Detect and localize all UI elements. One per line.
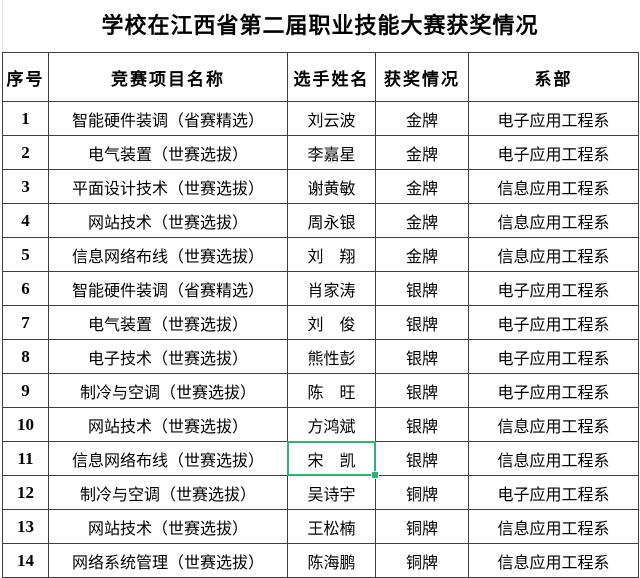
award-cell[interactable]: 金牌	[375, 135, 469, 170]
department-cell[interactable]: 电子应用工程系	[468, 373, 639, 408]
serial-number-cell[interactable]: 11	[2, 441, 49, 476]
award-cell[interactable]: 银牌	[375, 305, 469, 340]
player-name-cell[interactable]: 陈 旺	[287, 373, 376, 408]
event-name-cell[interactable]: 电气装置（世赛选拔）	[48, 135, 288, 170]
award-cell[interactable]: 金牌	[375, 101, 469, 136]
event-name-cell[interactable]: 智能硬件装调（省赛精选）	[48, 271, 288, 306]
selection-border	[287, 441, 376, 476]
department-cell[interactable]: 电子应用工程系	[468, 135, 639, 170]
table-body: 1 智能硬件装调（省赛精选） 刘云波 金牌 电子应用工程系 2 电气装置（世赛选拔） 李嘉星金…	[2, 101, 639, 578]
table-row: 6 智能硬件装调（省赛精选） 肖家涛 银牌 电子应用工程系	[2, 271, 639, 306]
event-name-cell[interactable]: 信息网络布线（世赛选拔）	[48, 237, 288, 272]
serial-number-cell[interactable]: 13	[2, 509, 49, 544]
award-cell[interactable]: 金牌	[375, 237, 469, 272]
table-row: 10 网站技术（世赛选拔） 方鸿斌 银牌 信息应用工程系	[2, 407, 639, 442]
award-cell[interactable]: 铜牌	[375, 509, 469, 544]
serial-number-cell[interactable]: 3	[2, 169, 49, 204]
award-cell[interactable]: 银牌	[375, 441, 469, 476]
header-event-name[interactable]: 竞赛项目名称	[48, 52, 288, 102]
table-row: 14 网络系统管理（世赛选拔） 陈海鹏 铜牌 信息应用工程系	[2, 543, 639, 578]
header-row: 序号 竞赛项目名称 选手姓名 获奖情况 系部	[2, 52, 639, 102]
table-row: 5 信息网络布线（世赛选拔）刘 翔金牌 信息应用工程系	[2, 237, 639, 272]
fill-handle[interactable]	[371, 471, 379, 479]
event-name-cell[interactable]: 制冷与空调（世赛选拔）	[48, 475, 288, 510]
serial-number-cell[interactable]: 14	[2, 543, 49, 578]
header-award[interactable]: 获奖情况	[375, 52, 469, 102]
player-name-cell[interactable]: 王松楠	[287, 509, 376, 544]
award-cell[interactable]: 银牌	[375, 407, 469, 442]
event-name-cell[interactable]: 智能硬件装调（省赛精选）	[48, 101, 288, 136]
player-name-cell[interactable]: 陈海鹏	[287, 543, 376, 578]
department-cell[interactable]: 信息应用工程系	[468, 543, 639, 578]
serial-number-cell[interactable]: 12	[2, 475, 49, 510]
header-department[interactable]: 系部	[468, 52, 639, 102]
department-cell[interactable]: 信息应用工程系	[468, 237, 639, 272]
award-cell[interactable]: 金牌	[375, 203, 469, 238]
department-cell[interactable]: 信息应用工程系	[468, 169, 639, 204]
department-cell[interactable]: 电子应用工程系	[468, 101, 639, 136]
department-cell[interactable]: 电子应用工程系	[468, 305, 639, 340]
event-name-cell[interactable]: 电气装置（世赛选拔）	[48, 305, 288, 340]
table-row: 3 平面设计技术（世赛选拔） 谢黄敏 金牌 信息应用工程系	[2, 169, 639, 204]
header-serial-number[interactable]: 序号	[2, 52, 49, 102]
event-name-cell[interactable]: 网站技术（世赛选拔）	[48, 407, 288, 442]
player-name-cell[interactable]: 宋 凯	[287, 441, 379, 479]
serial-number-cell[interactable]: 5	[2, 237, 49, 272]
table-row: 7 电气装置（世赛选拔）刘 俊银牌 电子应用工程系	[2, 305, 639, 340]
serial-number-cell[interactable]: 4	[2, 203, 49, 238]
award-cell[interactable]: 银牌	[375, 373, 469, 408]
player-name-cell[interactable]: 方鸿斌	[287, 407, 376, 442]
department-cell[interactable]: 信息应用工程系	[468, 203, 639, 238]
player-name-cell[interactable]: 刘 翔	[287, 237, 376, 272]
award-table: 序号 竞赛项目名称 选手姓名 获奖情况 系部 1 智能硬件装调（省赛精选） 刘云波金…	[2, 52, 639, 578]
award-cell[interactable]: 铜牌	[375, 475, 469, 510]
table-row: 8 电子技术（世赛选拔） 熊性彭 银牌 电子应用工程系	[2, 339, 639, 374]
player-name-cell[interactable]: 李嘉星	[287, 135, 376, 170]
event-name-cell[interactable]: 平面设计技术（世赛选拔）	[48, 169, 288, 204]
serial-number-cell[interactable]: 6	[2, 271, 49, 306]
award-cell[interactable]: 银牌	[375, 271, 469, 306]
table-row: 9 制冷与空调（世赛选拔）陈 旺银牌 电子应用工程系	[2, 373, 639, 408]
serial-number-cell[interactable]: 1	[2, 101, 49, 136]
award-cell[interactable]: 铜牌	[375, 543, 469, 578]
department-cell[interactable]: 信息应用工程系	[468, 407, 639, 442]
player-name-cell[interactable]: 谢黄敏	[287, 169, 376, 204]
table-row: 13 网站技术（世赛选拔） 王松楠 铜牌 信息应用工程系	[2, 509, 639, 544]
player-name-cell[interactable]: 肖家涛	[287, 271, 376, 306]
player-name-cell[interactable]: 吴诗宇	[287, 475, 376, 510]
department-cell[interactable]: 电子应用工程系	[468, 475, 639, 510]
player-name-cell[interactable]: 周永银	[287, 203, 376, 238]
player-name-cell[interactable]: 刘云波	[287, 101, 376, 136]
award-cell[interactable]: 金牌	[375, 169, 469, 204]
department-cell[interactable]: 电子应用工程系	[468, 271, 639, 306]
table-row: 2 电气装置（世赛选拔） 李嘉星 金牌 电子应用工程系	[2, 135, 639, 170]
department-cell[interactable]: 信息应用工程系	[468, 441, 639, 476]
table-header: 序号 竞赛项目名称 选手姓名 获奖情况 系部	[2, 52, 639, 102]
table-row: 4 网站技术（世赛选拔） 周永银 金牌 信息应用工程系	[2, 203, 639, 238]
event-name-cell[interactable]: 网站技术（世赛选拔）	[48, 203, 288, 238]
event-name-cell[interactable]: 制冷与空调（世赛选拔）	[48, 373, 288, 408]
event-name-cell[interactable]: 电子技术（世赛选拔）	[48, 339, 288, 374]
player-name-cell[interactable]: 刘 俊	[287, 305, 376, 340]
header-player-name[interactable]: 选手姓名	[287, 52, 376, 102]
event-name-cell[interactable]: 网站技术（世赛选拔）	[48, 509, 288, 544]
table-row: 1 智能硬件装调（省赛精选） 刘云波 金牌 电子应用工程系	[2, 101, 639, 136]
serial-number-cell[interactable]: 7	[2, 305, 49, 340]
event-name-cell[interactable]: 网络系统管理（世赛选拔）	[48, 543, 288, 578]
event-name-cell[interactable]: 信息网络布线（世赛选拔）	[48, 441, 288, 476]
page-title: 学校在江西省第二届职业技能大赛获奖情况	[101, 13, 539, 38]
table-row: 12 制冷与空调（世赛选拔） 吴诗宇 铜牌 电子应用工程系	[2, 475, 639, 510]
table-row: 11 信息网络布线（世赛选拔）宋 凯银牌 信息应用工程系	[2, 441, 639, 479]
department-cell[interactable]: 信息应用工程系	[468, 509, 639, 544]
serial-number-cell[interactable]: 8	[2, 339, 49, 374]
award-cell[interactable]: 银牌	[375, 339, 469, 374]
gridline-stub	[2, 0, 3, 52]
serial-number-cell[interactable]: 2	[2, 135, 49, 170]
player-name-cell[interactable]: 熊性彭	[287, 339, 376, 374]
department-cell[interactable]: 电子应用工程系	[468, 339, 639, 374]
serial-number-cell[interactable]: 10	[2, 407, 49, 442]
serial-number-cell[interactable]: 9	[2, 373, 49, 408]
